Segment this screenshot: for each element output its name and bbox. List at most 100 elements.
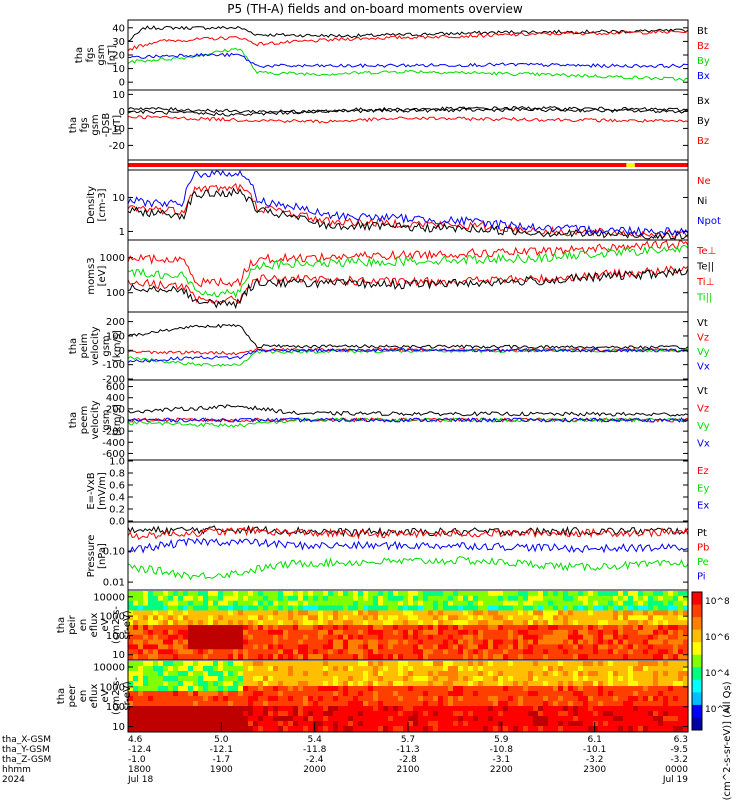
spectrogram-cell: [643, 706, 649, 712]
spectrogram-cell: [168, 591, 174, 597]
spectrogram-cell: [173, 644, 179, 650]
spectrogram-cell: [368, 649, 374, 655]
spectrogram-cell: [658, 629, 664, 636]
spectrogram-cell: [568, 600, 574, 607]
spectrogram-cell: [463, 649, 469, 655]
spectrogram-cell: [648, 681, 654, 687]
spectrogram-cell: [683, 591, 689, 597]
spectrogram-cell: [673, 681, 679, 687]
spectrogram-cell: [608, 649, 614, 655]
spectrogram-cell: [173, 661, 179, 667]
spectrogram-cell: [538, 639, 544, 646]
spectrogram-cell: [393, 671, 399, 677]
spectrogram-cell: [378, 605, 384, 612]
spectrogram-cell: [378, 615, 384, 621]
spectrogram-cell: [328, 615, 334, 621]
spectrogram-cell: [228, 686, 234, 692]
spectrogram-cell: [213, 676, 219, 682]
spectrogram-cell: [338, 711, 344, 717]
spectrogram-cell: [628, 726, 634, 732]
spectrogram-cell: [473, 644, 479, 650]
spectrogram-cell: [328, 676, 334, 682]
spectrogram-cell: [248, 716, 254, 722]
spectrogram-cell: [423, 676, 429, 682]
x-tick-label: 1900: [210, 765, 233, 775]
spectrogram-cell: [683, 644, 689, 650]
spectrogram-cell: [223, 686, 229, 692]
spectrogram-cell: [493, 654, 499, 660]
spectrogram-cell: [393, 691, 399, 697]
spectrogram-cell: [303, 696, 309, 702]
spectrogram-cell: [458, 691, 464, 697]
panel-frame: [127, 169, 689, 241]
spectrogram-cell: [353, 644, 359, 650]
spectrogram-cell: [163, 644, 169, 650]
spectrogram-cell: [513, 605, 519, 612]
colorbar-segment: [692, 692, 702, 706]
spectrogram-cell: [273, 600, 279, 607]
spectrogram-cell: [533, 639, 539, 646]
spectrogram-cell: [503, 605, 509, 612]
spectrogram-cell: [523, 629, 529, 636]
spectrogram-cell: [648, 629, 654, 636]
spectrogram-cell: [238, 615, 244, 621]
spectrogram-cell: [263, 721, 269, 727]
spectrogram-cell: [258, 634, 264, 641]
series-line-Vt: [127, 404, 689, 417]
spectrogram-cell: [168, 681, 174, 687]
spectrogram-cell: [418, 671, 424, 677]
spectrogram-cell: [408, 676, 414, 682]
spectrogram-cell: [543, 639, 549, 646]
spectrogram-cell: [223, 625, 229, 631]
spectrogram-cell: [428, 686, 434, 692]
spectrogram-cell: [483, 591, 489, 597]
x-tick-label: -12.1: [210, 745, 233, 755]
spectrogram-cell: [518, 591, 524, 597]
spectrogram-cell: [598, 634, 604, 641]
spectrogram-cell: [378, 681, 384, 687]
legend-label: Ez: [697, 466, 709, 477]
spectrogram-cell: [208, 625, 214, 631]
spectrogram-cell: [293, 649, 299, 655]
spectrogram-cell: [428, 706, 434, 712]
spectrogram-cell: [203, 610, 209, 616]
spectrogram-cell: [213, 625, 219, 631]
spectrogram-cell: [493, 634, 499, 641]
spectrogram-cell: [458, 671, 464, 677]
spectrogram-cell: [343, 671, 349, 677]
spectrogram-cell: [538, 629, 544, 636]
spectrogram-cell: [183, 591, 189, 597]
spectrogram-cell: [148, 721, 154, 727]
spectrogram-cell: [253, 686, 259, 692]
spectrogram-cell: [608, 701, 614, 707]
spectrogram-cell: [468, 681, 474, 687]
spectrogram-cell: [273, 701, 279, 707]
spectrogram-cell: [258, 661, 264, 667]
spectrogram-cell: [413, 686, 419, 692]
spectrogram-cell: [308, 721, 314, 727]
spectrogram-cell: [543, 605, 549, 612]
spectrogram-cell: [343, 591, 349, 597]
spectrogram-cell: [613, 691, 619, 697]
spectrogram-cell: [423, 634, 429, 641]
spectrogram-cell: [448, 711, 454, 717]
spectrogram-cell: [538, 671, 544, 677]
spectrogram-cell: [628, 634, 634, 641]
spectrogram-cell: [133, 644, 139, 650]
spectrogram-cell: [188, 644, 194, 650]
spectrogram-cell: [393, 610, 399, 616]
spectrogram-cell: [373, 716, 379, 722]
spectrogram-cell: [273, 629, 279, 636]
spectrogram-cell: [593, 711, 599, 717]
spectrogram-cell: [373, 610, 379, 616]
spectrogram-cell: [233, 721, 239, 727]
spectrogram-cell: [398, 649, 404, 655]
spectrogram-cell: [238, 600, 244, 607]
spectrogram-cell: [548, 676, 554, 682]
spectrogram-cell: [433, 629, 439, 636]
spectrogram-cell: [348, 706, 354, 712]
spectrogram-cell: [298, 615, 304, 621]
spectrogram-cell: [348, 620, 354, 626]
spectrogram-cell: [548, 600, 554, 607]
spectrogram-cell: [608, 681, 614, 687]
